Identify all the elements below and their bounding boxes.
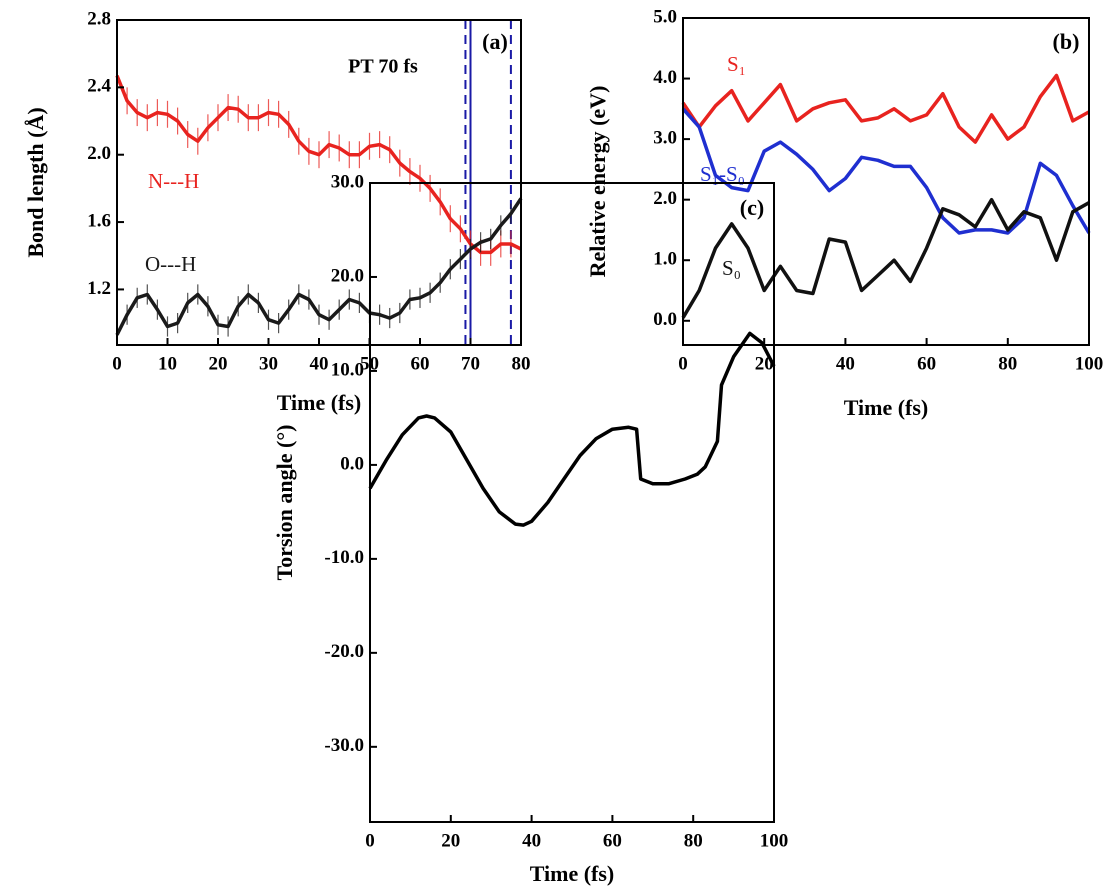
y-tick-label: 10.0 [331,359,364,380]
x-tick-label: 40 [310,353,329,374]
x-tick-label: 80 [998,353,1017,374]
y-tick-label: 2.8 [87,8,111,29]
y-tick-label: -10.0 [324,547,364,568]
x-tick-label: 80 [684,830,703,851]
x-tick-label: 20 [441,830,460,851]
data-line [681,107,1091,235]
x-tick-label: 100 [1075,353,1104,374]
x-axis-title: Time (fs) [530,861,615,886]
y-tick-label: 5.0 [653,6,677,27]
y-tick-label: 1.2 [87,278,111,299]
x-axis-title: Time (fs) [844,395,929,420]
y-tick-label: 2.0 [87,143,111,164]
x-tick-label: 0 [365,830,375,851]
panel-label: (a) [482,29,508,54]
plot-frame [682,17,1090,346]
panel-label: (b) [1053,29,1080,54]
y-tick-label: -30.0 [324,735,364,756]
panel-label: (c) [740,195,764,220]
x-tick-label: 60 [411,353,430,374]
x-tick-label: 0 [678,353,688,374]
y-tick-label: 1.0 [653,249,677,270]
y-tick-label: 0.0 [653,309,677,330]
y-tick-label: 30.0 [331,171,364,192]
data-line [681,197,1090,319]
y-axis-title: Relative energy (eV) [585,86,610,278]
x-tick-label: 60 [603,830,622,851]
series-label: O---H [145,252,196,276]
x-tick-label: 10 [158,353,177,374]
annotation: PT 70 fs [348,56,418,78]
data-line [115,74,522,255]
x-tick-label: 0 [112,353,122,374]
data-line [368,331,776,527]
y-tick-label: -20.0 [324,641,364,662]
x-tick-label: 70 [461,353,480,374]
y-tick-label: 2.0 [653,188,677,209]
series-label: S₁-S₀ [700,162,745,186]
x-axis-title: Time (fs) [277,390,362,415]
series-label: N---H [148,169,199,193]
y-tick-label: 2.4 [87,76,111,97]
series-label: S₀ [722,256,741,280]
x-tick-label: 40 [836,353,855,374]
data-line [115,197,523,336]
y-tick-label: 0.0 [340,453,364,474]
x-tick-label: 60 [917,353,936,374]
x-tick-label: 80 [512,353,531,374]
x-tick-label: 40 [522,830,541,851]
y-tick-label: 4.0 [653,67,677,88]
series-label: S₁ [727,52,746,76]
plot-frame [369,182,775,823]
y-axis-title: Bond length (Å) [23,107,48,257]
y-tick-label: 1.6 [87,210,111,231]
y-tick-label: 3.0 [653,127,677,148]
x-tick-label: 20 [209,353,228,374]
y-tick-label: 20.0 [331,265,364,286]
data-line [681,73,1090,144]
x-tick-label: 100 [760,830,789,851]
y-axis-title: Torsion angle (°) [272,425,297,581]
x-tick-label: 30 [259,353,278,374]
